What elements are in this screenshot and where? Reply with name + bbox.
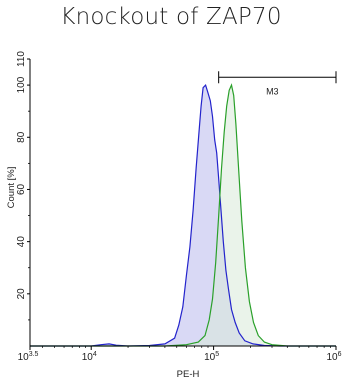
x-tick-label: 104 xyxy=(82,351,97,363)
series-2-line xyxy=(30,83,336,347)
marker-label: M3 xyxy=(266,86,279,96)
series-1-line xyxy=(30,83,336,347)
x-tick-label: 105 xyxy=(204,351,219,363)
y-axis-label: Count [%] xyxy=(6,167,17,209)
y-tick-label: 80 xyxy=(16,131,27,143)
x-tick-label: 103.5 xyxy=(18,351,39,363)
y-tick-label: 100 xyxy=(16,76,27,93)
axes: 20 40 60 80 100 110 Count [%] 103.5 104 105 106 PE-… xyxy=(6,51,342,378)
y-tick-label: 110 xyxy=(16,51,27,67)
x-tick-label: 106 xyxy=(326,351,341,363)
series-lines xyxy=(30,83,336,347)
chart-title: Knockout of ZAP70 xyxy=(60,4,282,30)
y-tick-label: 20 xyxy=(16,288,27,300)
x-axis-label: PE-H xyxy=(177,369,200,378)
y-tick-label: 60 xyxy=(16,183,27,195)
m3-marker: M3 xyxy=(218,71,337,96)
y-tick-label: 40 xyxy=(16,236,27,248)
